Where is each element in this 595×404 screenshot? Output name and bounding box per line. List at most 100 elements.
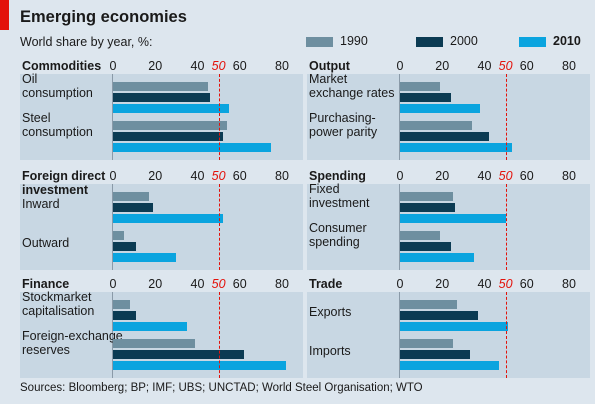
bar-steel-consumption-2010 [113, 143, 272, 152]
category-label-outward: Outward [22, 235, 70, 250]
panel-foreign-direct-investment: Foreign direct investment 0 20 40 50 60 80 Inwar… [20, 168, 303, 270]
tick-label-60: 60 [519, 277, 534, 291]
tick-label-40: 40 [477, 169, 492, 183]
tick-label-40: 40 [190, 169, 205, 183]
bar-purchasing-power-parity-2000 [400, 132, 489, 141]
reference-line-50 [505, 74, 507, 160]
bar-inward-1990 [113, 192, 149, 201]
tick-label-50: 50 [498, 169, 513, 183]
category-label-consumer-spending: Consumer spending [309, 221, 367, 249]
bar-stockmarket-capitalisation-2000 [113, 311, 137, 320]
zero-axis-line [112, 184, 113, 270]
category-label-foreign-exchange-reserves: Foreign-exchange reserves [22, 329, 123, 357]
tick-label-60: 60 [232, 169, 247, 183]
bar-outward-1990 [113, 231, 124, 240]
reference-line-50 [218, 74, 220, 160]
chart-title: Emerging economies [20, 8, 187, 26]
reference-line-50 [505, 292, 507, 378]
tick-label-0: 0 [396, 59, 404, 73]
bar-exports-2010 [400, 322, 508, 331]
panel-spending: Spending 0 20 40 50 60 80 Fixed investment Consum… [307, 168, 590, 270]
tick-label-50: 50 [498, 59, 513, 73]
zero-axis-line [112, 74, 113, 160]
zero-axis-line [399, 184, 400, 270]
bar-purchasing-power-parity-2010 [400, 143, 512, 152]
panel-title: Spending [309, 169, 366, 183]
tick-label-40: 40 [190, 277, 205, 291]
bar-fixed-investment-1990 [400, 192, 453, 201]
tick-label-0: 0 [109, 169, 117, 183]
bar-imports-1990 [400, 339, 453, 348]
red-tab-accent [0, 0, 9, 30]
category-label-exports: Exports [309, 304, 352, 319]
panel-trade: Trade 0 20 40 50 60 80 Exports Imports [307, 276, 590, 378]
legend-swatch-1990 [306, 37, 333, 47]
tick-label-50: 50 [211, 169, 226, 183]
bar-consumer-spending-2010 [400, 253, 474, 262]
category-label-stockmarket-capitalisation: Stockmarket capitalisation [22, 290, 95, 318]
tick-label-80: 80 [562, 59, 576, 73]
tick-label-80: 80 [275, 59, 289, 73]
category-label-market-exchange-rates: Market exchange rates [309, 72, 395, 100]
bar-foreign-exchange-reserves-2000 [113, 350, 244, 359]
tick-label-80: 80 [275, 277, 289, 291]
panel-tick-row [20, 58, 303, 74]
tick-label-0: 0 [396, 277, 404, 291]
bar-consumer-spending-2000 [400, 242, 451, 251]
tick-label-80: 80 [275, 169, 289, 183]
bar-consumer-spending-1990 [400, 231, 441, 240]
category-label-steel-consumption: Steel consumption [22, 111, 93, 139]
bar-outward-2010 [113, 253, 177, 262]
tick-label-20: 20 [435, 277, 450, 291]
reference-line-50 [218, 184, 220, 270]
tick-label-50: 50 [498, 277, 513, 291]
panel-title: Commodities [22, 59, 102, 73]
legend-label-2000: 2000 [450, 34, 478, 48]
zero-axis-line [399, 74, 400, 160]
tick-label-60: 60 [232, 59, 247, 73]
tick-label-20: 20 [148, 277, 163, 291]
bar-exports-1990 [400, 300, 458, 309]
chart-subtitle: World share by year, %: [20, 35, 153, 49]
panel-tick-row [307, 58, 590, 74]
panel-output: Output 0 20 40 50 60 80 Market exchange rates Pur… [307, 58, 590, 160]
tick-label-0: 0 [396, 169, 404, 183]
bar-oil-consumption-1990 [113, 82, 209, 91]
tick-label-60: 60 [519, 169, 534, 183]
tick-label-0: 0 [109, 59, 117, 73]
category-label-imports: Imports [309, 343, 351, 358]
panel-tick-row [20, 276, 303, 292]
bar-market-exchange-rates-2000 [400, 93, 451, 102]
tick-label-20: 20 [435, 169, 450, 183]
bar-inward-2010 [113, 214, 223, 223]
bar-foreign-exchange-reserves-1990 [113, 339, 196, 348]
bar-steel-consumption-1990 [113, 121, 228, 130]
panel-title: Finance [22, 277, 70, 291]
bar-oil-consumption-2010 [113, 104, 230, 113]
tick-label-20: 20 [148, 169, 163, 183]
panel-tick-row [20, 168, 303, 184]
tick-label-60: 60 [519, 59, 534, 73]
category-label-purchasing-power-parity: Purchasing-power parity [309, 111, 378, 139]
panel-title: Output [309, 59, 350, 73]
tick-label-50: 50 [211, 277, 226, 291]
bar-fixed-investment-2010 [400, 214, 506, 223]
bar-stockmarket-capitalisation-2010 [113, 322, 187, 331]
bar-foreign-exchange-reserves-2010 [113, 361, 287, 370]
category-label-fixed-investment: Fixed investment [309, 182, 370, 210]
zero-axis-line [399, 292, 400, 378]
legend-swatch-2010 [519, 37, 546, 47]
bar-inward-2000 [113, 203, 154, 212]
bar-oil-consumption-2000 [113, 93, 211, 102]
tick-label-80: 80 [562, 277, 576, 291]
category-label-oil-consumption: Oil consumption [22, 72, 93, 100]
reference-line-50 [218, 292, 220, 378]
bar-outward-2000 [113, 242, 137, 251]
legend-swatch-2000 [416, 37, 443, 47]
zero-axis-line [112, 292, 113, 378]
panel-title: Trade [309, 277, 343, 291]
bar-exports-2000 [400, 311, 479, 320]
category-label-inward: Inward [22, 196, 60, 211]
bar-purchasing-power-parity-1990 [400, 121, 472, 130]
